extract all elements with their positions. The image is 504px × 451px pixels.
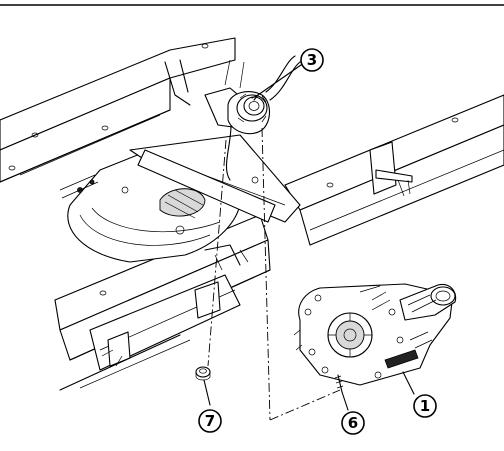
alignment-lines [207,127,341,421]
leader-lines [203,64,415,411]
pinion-yoke [227,55,301,135]
upper-frame-rail [0,37,236,183]
callout-1: 1 [413,394,437,418]
callout-7: 7 [198,409,222,433]
callout-6-label: 6 [348,414,358,432]
axle-housing-assembly [59,59,301,271]
mounting-stud [334,374,344,393]
callout-6: 6 [341,411,365,435]
right-frame-rail [284,94,504,246]
callout-3-label: 3 [307,51,317,69]
callout-1-label: 1 [420,397,430,415]
differential-carrier [293,283,457,386]
mounting-nut [195,366,211,381]
lower-frame-rail [54,214,271,391]
callout-7-label: 7 [205,412,215,430]
callout-3: 3 [300,48,324,72]
